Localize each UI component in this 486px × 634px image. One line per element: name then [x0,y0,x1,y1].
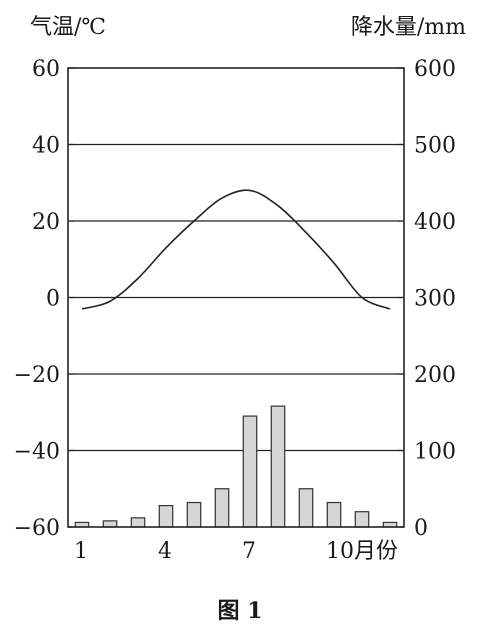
right-axis-label: 降水量/mm [351,15,466,40]
left-tick-label: 20 [32,210,60,235]
left-tick-label: 60 [32,57,60,82]
right-tick-label: 300 [414,287,456,312]
left-tick-label: 40 [32,134,60,159]
right-tick-label: 400 [414,210,456,235]
precip-bar [186,501,202,528]
left-tick-label: −40 [14,440,60,465]
x-tick-label: 10月份 [326,539,398,564]
left-tick-label: −60 [14,516,60,541]
x-tick-label: 7 [242,539,256,564]
x-tick-label: 4 [158,539,172,564]
left-axis-label: 气温/℃ [30,15,106,40]
gridlines [68,143,404,452]
precip-bar [102,520,118,528]
precip-bar [214,488,230,528]
right-tick-label: 100 [414,440,456,465]
left-axis-ticks: 60 40 20 0 −20 −40 −60 [14,57,74,541]
right-axis-ticks: 600 500 400 300 200 100 0 [398,57,456,541]
temperature-line [81,189,391,310]
figure-caption: 图 1 [218,598,263,624]
precip-bar [298,488,314,528]
x-tick-label: 1 [74,539,88,564]
precip-bar [130,517,146,528]
right-tick-label: 600 [414,57,456,82]
left-tick-label: 0 [46,287,60,312]
right-tick-label: 0 [414,516,428,541]
precip-bar [326,501,342,528]
precip-bar [242,415,258,528]
precip-bar [270,405,286,528]
x-axis-ticks: 1 4 7 10月份 [74,539,398,564]
precip-bar [354,511,370,528]
right-tick-label: 200 [414,363,456,388]
right-tick-label: 500 [414,134,456,159]
left-tick-label: −20 [14,363,60,388]
precip-bar [158,504,174,528]
precipitation-bars [74,405,398,528]
